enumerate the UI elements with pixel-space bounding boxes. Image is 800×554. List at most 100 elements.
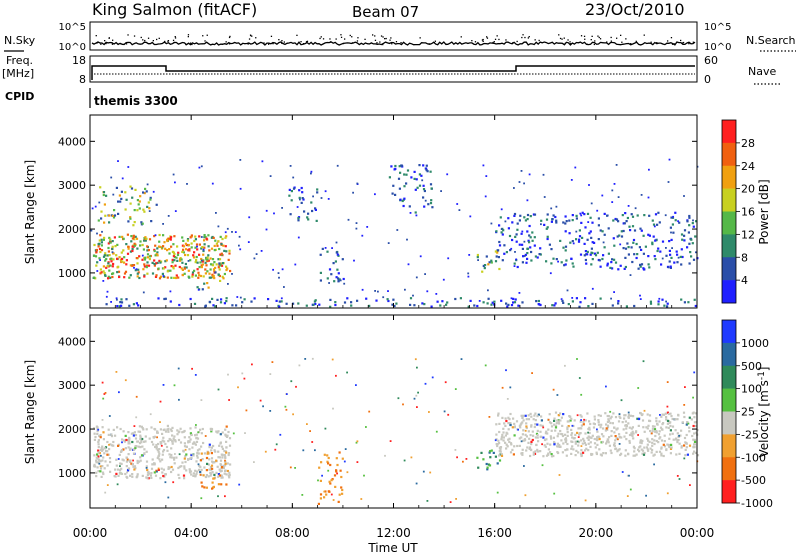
heatmap-cell	[647, 233, 650, 236]
heatmap-cell	[605, 427, 608, 430]
heatmap-cell	[423, 303, 426, 306]
heatmap-cell	[633, 450, 636, 453]
nsearch-point	[263, 42, 265, 44]
heatmap-cell	[94, 205, 97, 208]
nsearch-point	[391, 43, 393, 45]
nsearch-point	[482, 40, 484, 42]
heatmap-cell	[667, 426, 670, 429]
nave-tick-bottom: 0	[704, 73, 711, 86]
heatmap-cell	[121, 438, 124, 441]
heatmap-cell	[561, 424, 564, 427]
heatmap-cell	[236, 296, 239, 298]
heatmap-cell	[123, 276, 126, 279]
heatmap-cell	[688, 426, 691, 429]
heatmap-cell	[259, 399, 262, 402]
heatmap-cell	[118, 235, 121, 238]
heatmap-cell	[625, 438, 628, 441]
heatmap-cell	[590, 436, 593, 439]
heatmap-cell	[676, 432, 679, 435]
heatmap-cell	[164, 442, 167, 446]
heatmap-cell	[221, 476, 224, 479]
heatmap-cell	[164, 481, 167, 484]
heatmap-cell	[613, 183, 616, 185]
heatmap-cell	[151, 463, 154, 466]
heatmap-cell	[509, 422, 512, 425]
heatmap-cell	[678, 452, 681, 455]
heatmap-cell	[559, 239, 562, 242]
heatmap-cell	[564, 222, 567, 225]
heatmap-cell	[413, 304, 416, 307]
heatmap-cell	[281, 268, 284, 271]
heatmap-cell	[549, 272, 552, 275]
heatmap-cell	[220, 298, 223, 301]
heatmap-cell	[393, 304, 396, 308]
heatmap-cell	[206, 462, 209, 465]
heatmap-cell	[128, 438, 131, 441]
heatmap-cell	[512, 301, 515, 304]
heatmap-cell	[455, 498, 457, 500]
heatmap-cell	[564, 440, 567, 444]
heatmap-cell	[444, 381, 447, 384]
heatmap-cell	[125, 298, 128, 301]
heatmap-cell	[184, 460, 187, 464]
heatmap-cell	[295, 385, 297, 388]
heatmap-cell	[566, 434, 569, 437]
nsearch-point	[100, 43, 102, 45]
heatmap-cell	[155, 274, 158, 277]
heatmap-cell	[95, 264, 98, 267]
heatmap-cell	[119, 427, 122, 431]
heatmap-cell	[554, 429, 557, 432]
heatmap-cell	[103, 452, 106, 455]
heatmap-cell	[533, 425, 536, 429]
velocity-plot-bg	[90, 315, 697, 508]
heatmap-cell	[507, 438, 510, 441]
heatmap-cell	[265, 228, 268, 231]
heatmap-cell	[685, 433, 688, 437]
heatmap-cell	[417, 391, 419, 394]
heatmap-cell	[577, 444, 580, 447]
heatmap-cell	[692, 411, 695, 414]
heatmap-cell	[110, 444, 114, 447]
heatmap-cell	[555, 205, 558, 208]
nsearch-point	[493, 41, 495, 43]
heatmap-cell	[97, 455, 100, 458]
heatmap-cell	[507, 227, 510, 230]
heatmap-cell	[109, 241, 112, 244]
heatmap-cell	[177, 251, 180, 254]
nsearch-point	[191, 43, 193, 46]
heatmap-cell	[208, 276, 211, 279]
heatmap-cell	[178, 265, 181, 269]
heatmap-cell	[569, 419, 572, 422]
heatmap-cell	[570, 428, 573, 431]
heatmap-cell	[543, 223, 546, 226]
heatmap-cell	[128, 276, 131, 279]
nsearch-point	[682, 41, 685, 44]
heatmap-cell	[489, 450, 492, 453]
heatmap-cell	[667, 181, 670, 183]
heatmap-cell	[550, 437, 553, 440]
heatmap-cell	[672, 215, 674, 218]
heatmap-cell	[207, 234, 210, 237]
heatmap-cell	[208, 458, 211, 461]
heatmap-cell	[219, 262, 222, 265]
heatmap-cell	[224, 462, 227, 465]
heatmap-cell	[184, 242, 187, 245]
heatmap-cell	[621, 421, 624, 424]
nsearch-point	[527, 37, 529, 39]
heatmap-cell	[425, 164, 428, 167]
heatmap-cell	[147, 477, 150, 480]
heatmap-cell	[685, 446, 688, 449]
nsearch-point	[561, 38, 563, 40]
heatmap-cell	[156, 436, 158, 439]
heatmap-cell	[199, 428, 202, 431]
heatmap-cell	[566, 431, 569, 434]
heatmap-cell	[669, 266, 672, 269]
heatmap-cell	[329, 482, 332, 485]
heatmap-cell	[141, 222, 144, 225]
heatmap-cell	[667, 266, 670, 269]
heatmap-cell	[96, 429, 99, 433]
heatmap-cell	[397, 177, 401, 180]
heatmap-cell	[183, 272, 186, 275]
heatmap-cell	[101, 381, 104, 384]
heatmap-cell	[582, 437, 585, 440]
